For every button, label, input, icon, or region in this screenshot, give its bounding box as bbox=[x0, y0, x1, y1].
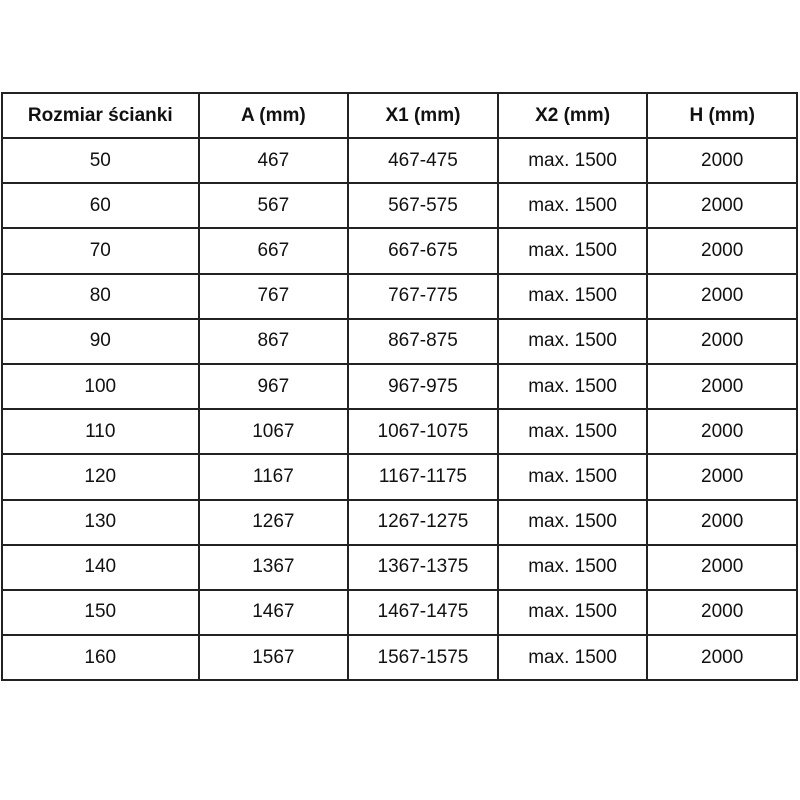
table-cell: 667 bbox=[197, 227, 350, 275]
table-row: 70 667 667-675 max. 1500 2000 bbox=[1, 227, 798, 275]
table-row: 100 967 967-975 max. 1500 2000 bbox=[1, 362, 798, 411]
table-cell: 1567 bbox=[197, 634, 350, 682]
table-cell: 767 bbox=[197, 272, 350, 320]
table-row: 90 867 867-875 max. 1500 2000 bbox=[1, 317, 798, 365]
table-cell: max. 1500 bbox=[496, 227, 649, 275]
table-cell: 1467-1475 bbox=[347, 588, 499, 637]
table-cell: max. 1500 bbox=[496, 498, 649, 546]
table-cell: 80 bbox=[1, 272, 200, 320]
table-cell: max. 1500 bbox=[496, 634, 649, 682]
header-row: Rozmiar ścianki A (mm) X1 (mm) X2 (mm) H… bbox=[1, 92, 798, 139]
table-cell: 867-875 bbox=[347, 317, 499, 365]
table-cell: 1267-1275 bbox=[347, 498, 499, 546]
table-cell: max. 1500 bbox=[496, 362, 649, 411]
table-row: 110 1067 1067-1075 max. 1500 2000 bbox=[1, 408, 798, 456]
table-cell: 1567-1575 bbox=[347, 634, 499, 682]
table-row: 130 1267 1267-1275 max. 1500 2000 bbox=[1, 498, 798, 546]
dimensions-table: Rozmiar ścianki A (mm) X1 (mm) X2 (mm) H… bbox=[1, 92, 798, 682]
table-cell: 140 bbox=[1, 543, 200, 591]
table-cell: max. 1500 bbox=[496, 136, 649, 185]
table-cell: 2000 bbox=[646, 227, 798, 275]
table-cell: 967-975 bbox=[347, 362, 499, 411]
table-cell: 2000 bbox=[646, 408, 798, 456]
table-cell: max. 1500 bbox=[496, 543, 649, 591]
table-cell: 767-775 bbox=[347, 272, 499, 320]
table-cell: 1367 bbox=[197, 543, 350, 591]
header-cell: X2 (mm) bbox=[496, 92, 649, 139]
table-row: 140 1367 1367-1375 max. 1500 2000 bbox=[1, 543, 798, 591]
table-row: 160 1567 1567-1575 max. 1500 2000 bbox=[1, 634, 798, 682]
table-cell: 1467 bbox=[197, 588, 350, 637]
table-cell: 2000 bbox=[646, 182, 798, 230]
table-cell: 2000 bbox=[646, 272, 798, 320]
table-cell: 1267 bbox=[197, 498, 350, 546]
table-row: 60 567 567-575 max. 1500 2000 bbox=[1, 182, 798, 230]
table-cell: 1167-1175 bbox=[347, 453, 499, 501]
table-cell: 130 bbox=[1, 498, 200, 546]
table-row: 50 467 467-475 max. 1500 2000 bbox=[1, 136, 798, 185]
table-cell: 867 bbox=[197, 317, 350, 365]
table-row: 80 767 767-775 max. 1500 2000 bbox=[1, 272, 798, 320]
header-cell: H (mm) bbox=[646, 92, 798, 139]
table-cell: max. 1500 bbox=[496, 588, 649, 637]
table-cell: 567-575 bbox=[347, 182, 499, 230]
table-cell: 100 bbox=[1, 362, 200, 411]
table-cell: 567 bbox=[197, 182, 350, 230]
table-cell: 60 bbox=[1, 182, 200, 230]
table-cell: max. 1500 bbox=[496, 272, 649, 320]
table-row: 150 1467 1467-1475 max. 1500 2000 bbox=[1, 588, 798, 637]
table-cell: 110 bbox=[1, 408, 200, 456]
table-cell: 2000 bbox=[646, 634, 798, 682]
table-row: 120 1167 1167-1175 max. 1500 2000 bbox=[1, 453, 798, 501]
table-cell: max. 1500 bbox=[496, 182, 649, 230]
table-cell: max. 1500 bbox=[496, 408, 649, 456]
table-cell: 50 bbox=[1, 136, 200, 185]
table-cell: 90 bbox=[1, 317, 200, 365]
table-cell: 120 bbox=[1, 453, 200, 501]
table-cell: 1067 bbox=[197, 408, 350, 456]
table-cell: 150 bbox=[1, 588, 200, 637]
table-cell: 2000 bbox=[646, 317, 798, 365]
table-cell: 1367-1375 bbox=[347, 543, 499, 591]
table-cell: 2000 bbox=[646, 543, 798, 591]
table-cell: 160 bbox=[1, 634, 200, 682]
table-cell: 1067-1075 bbox=[347, 408, 499, 456]
table-cell: max. 1500 bbox=[496, 317, 649, 365]
header-cell: X1 (mm) bbox=[347, 92, 499, 139]
header-cell: Rozmiar ścianki bbox=[1, 92, 200, 139]
table-cell: 2000 bbox=[646, 136, 798, 185]
table-cell: 2000 bbox=[646, 498, 798, 546]
table-cell: 667-675 bbox=[347, 227, 499, 275]
table-cell: max. 1500 bbox=[496, 453, 649, 501]
table-cell: 1167 bbox=[197, 453, 350, 501]
table-cell: 967 bbox=[197, 362, 350, 411]
table-cell: 2000 bbox=[646, 362, 798, 411]
table-cell: 2000 bbox=[646, 588, 798, 637]
table-cell: 467-475 bbox=[347, 136, 499, 185]
table-cell: 70 bbox=[1, 227, 200, 275]
header-cell: A (mm) bbox=[197, 92, 350, 139]
table-cell: 467 bbox=[197, 136, 350, 185]
table-cell: 2000 bbox=[646, 453, 798, 501]
